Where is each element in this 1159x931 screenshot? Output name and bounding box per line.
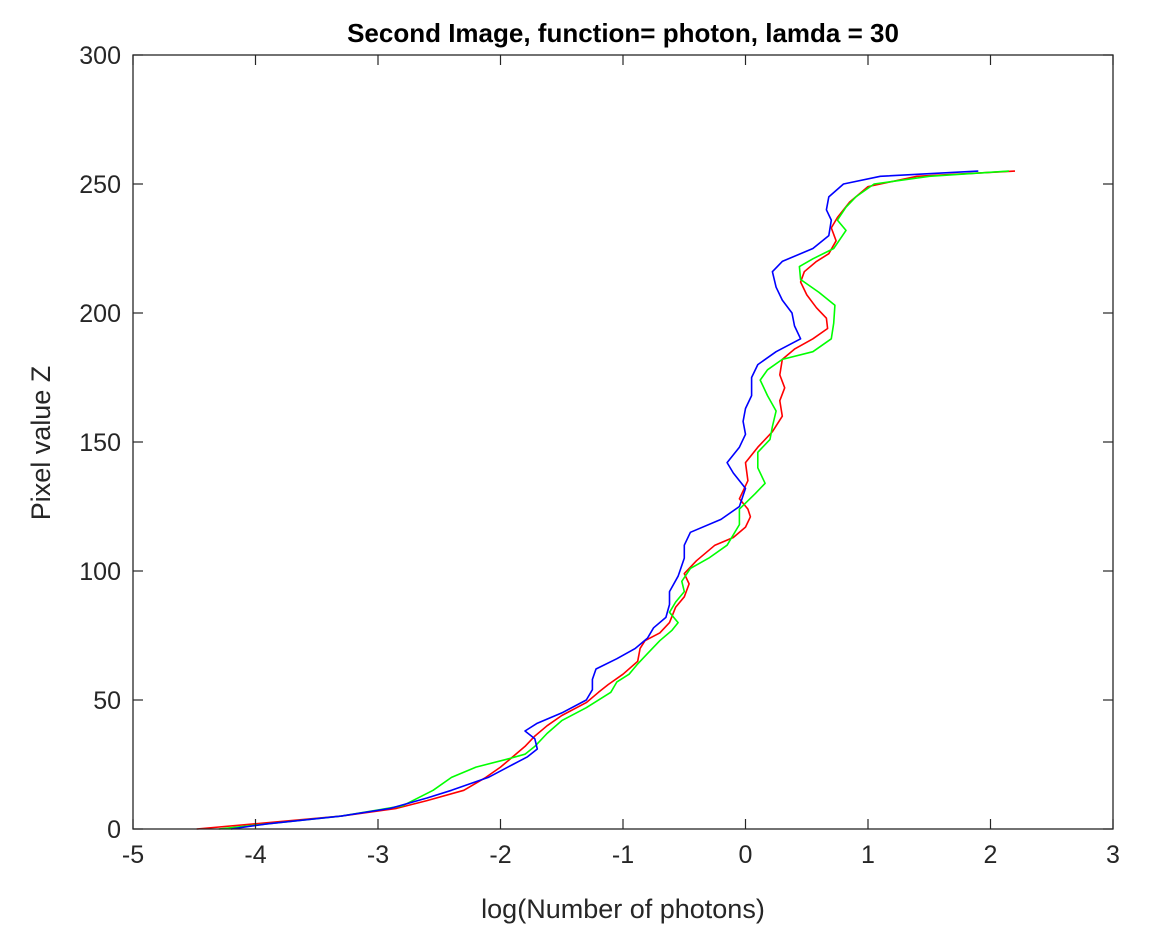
y-tick-label: 250: [79, 171, 121, 199]
y-tick-label: 150: [79, 429, 121, 457]
x-tick-label: -3: [367, 841, 389, 869]
x-axis-label: log(Number of photons): [481, 894, 765, 924]
x-tick-label: 3: [1106, 841, 1120, 869]
x-tick-label: -1: [612, 841, 634, 869]
chart-title: Second Image, function= photon, lamda = …: [347, 18, 899, 48]
y-tick-labels: 0 50 100 150 200 250 300: [79, 42, 121, 844]
tick-marks: [132, 54, 1114, 830]
x-tick-label: -4: [244, 841, 266, 869]
plot-area: [133, 55, 1113, 829]
y-tick-label: 100: [79, 558, 121, 586]
y-tick-label: 200: [79, 300, 121, 328]
x-tick-label: -2: [489, 841, 511, 869]
y-tick-label: 50: [93, 687, 121, 715]
x-tick-label: 1: [861, 841, 875, 869]
y-axis-label: Pixel value Z: [26, 366, 56, 521]
x-tick-label: 0: [739, 841, 753, 869]
y-tick-label: 300: [79, 42, 121, 70]
series-line-1: [196, 170, 1016, 830]
series-lines: [196, 170, 1016, 830]
series-line-3: [230, 170, 979, 830]
x-tick-labels: -5 -4 -3 -2 -1 0 1 2 3: [122, 841, 1120, 869]
x-tick-label: -5: [122, 841, 144, 869]
y-tick-label: 0: [107, 816, 121, 844]
plot-background: [133, 55, 1113, 829]
series-line-2: [218, 170, 1009, 830]
x-tick-label: 2: [984, 841, 998, 869]
